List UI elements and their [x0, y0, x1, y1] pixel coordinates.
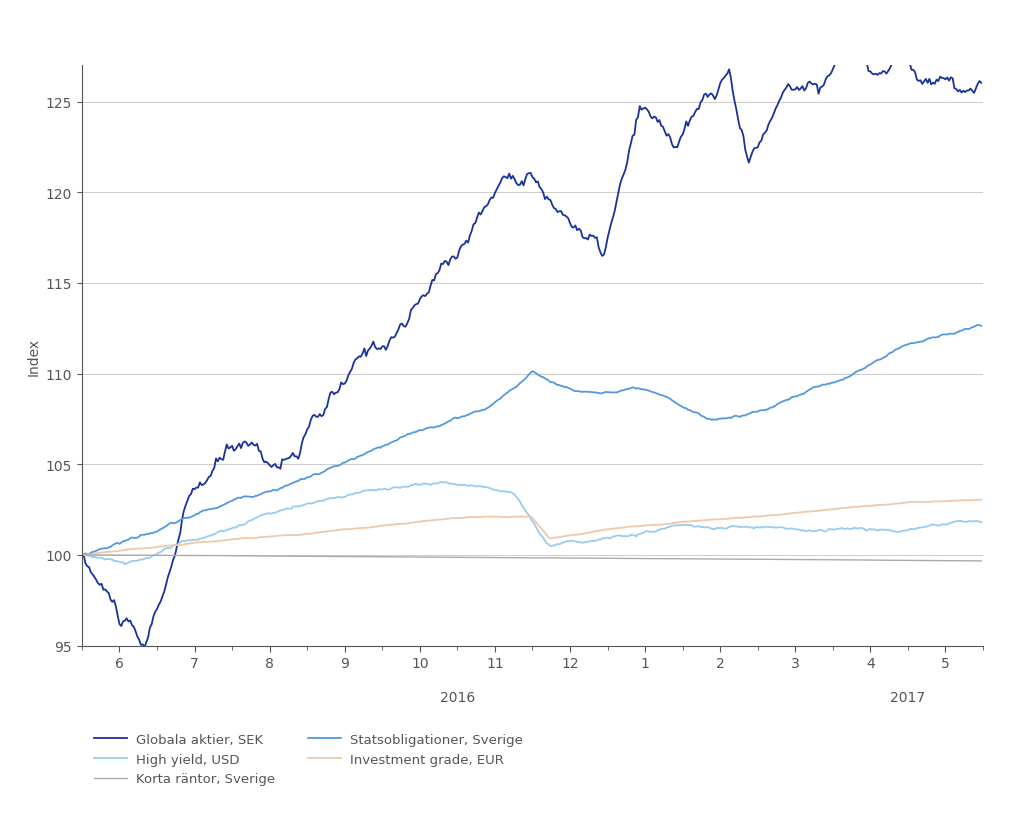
Investment grade, EUR — [975, 495, 987, 505]
Korta räntor, Sverige — [830, 555, 843, 565]
High yield, USD — [603, 534, 615, 544]
High yield, USD — [435, 478, 447, 488]
Investment grade, EUR — [88, 549, 100, 559]
Globala aktier, SEK — [88, 572, 100, 582]
High yield, USD — [975, 518, 987, 527]
High yield, USD — [88, 552, 100, 562]
Globala aktier, SEK — [414, 295, 426, 305]
Globala aktier, SEK — [833, 54, 845, 64]
Text: 2017: 2017 — [891, 691, 926, 704]
Korta räntor, Sverige — [88, 551, 100, 561]
Globala aktier, SEK — [601, 233, 613, 243]
High yield, USD — [414, 480, 426, 490]
Legend: Globala aktier, SEK, High yield, USD, Korta räntor, Sverige, Statsobligationer, : Globala aktier, SEK, High yield, USD, Ko… — [88, 728, 528, 791]
Line: Investment grade, EUR: Investment grade, EUR — [82, 500, 981, 556]
Investment grade, EUR — [830, 504, 843, 514]
Line: Statsobligationer, Sverige: Statsobligationer, Sverige — [82, 325, 981, 556]
Line: High yield, USD: High yield, USD — [82, 483, 981, 565]
High yield, USD — [76, 551, 88, 561]
Statsobligationer, Sverige — [412, 426, 424, 436]
Investment grade, EUR — [412, 518, 424, 527]
Statsobligationer, Sverige — [502, 388, 514, 398]
High yield, USD — [119, 560, 131, 570]
Korta räntor, Sverige — [76, 551, 88, 561]
Korta räntor, Sverige — [975, 556, 987, 566]
Globala aktier, SEK — [816, 83, 828, 93]
Investment grade, EUR — [814, 506, 826, 516]
Statsobligationer, Sverige — [88, 547, 100, 557]
High yield, USD — [505, 488, 517, 498]
Statsobligationer, Sverige — [975, 321, 987, 331]
Statsobligationer, Sverige — [600, 388, 612, 397]
Statsobligationer, Sverige — [830, 378, 843, 388]
Line: Globala aktier, SEK: Globala aktier, SEK — [82, 49, 981, 647]
Line: Korta räntor, Sverige: Korta räntor, Sverige — [82, 556, 981, 561]
Text: 2016: 2016 — [439, 691, 475, 704]
Globala aktier, SEK — [503, 170, 515, 180]
Statsobligationer, Sverige — [814, 382, 826, 392]
High yield, USD — [818, 527, 830, 537]
High yield, USD — [834, 524, 846, 534]
Globala aktier, SEK — [76, 551, 88, 561]
Korta räntor, Sverige — [814, 555, 826, 565]
Korta räntor, Sverige — [502, 553, 514, 563]
Y-axis label: Index: Index — [27, 337, 40, 375]
Investment grade, EUR — [974, 495, 986, 505]
Korta räntor, Sverige — [412, 552, 424, 562]
Globala aktier, SEK — [841, 44, 853, 54]
Globala aktier, SEK — [138, 643, 151, 652]
Investment grade, EUR — [76, 551, 88, 561]
Investment grade, EUR — [502, 513, 514, 522]
Globala aktier, SEK — [975, 79, 987, 89]
Statsobligationer, Sverige — [76, 551, 88, 561]
Investment grade, EUR — [600, 525, 612, 535]
Statsobligationer, Sverige — [972, 320, 984, 330]
Korta räntor, Sverige — [600, 554, 612, 564]
